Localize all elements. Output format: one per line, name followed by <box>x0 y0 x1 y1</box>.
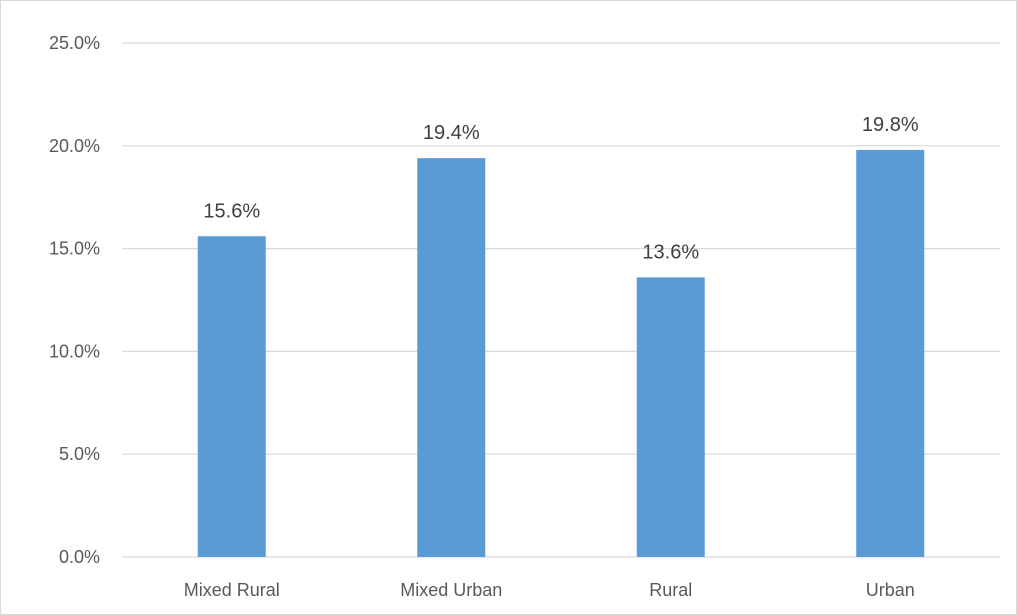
y-tick-label: 5.0% <box>59 444 100 464</box>
y-tick-label: 0.0% <box>59 547 100 567</box>
bar <box>856 149 925 558</box>
data-labels: 15.6% 19.4% 13.6% 19.8% <box>203 114 918 263</box>
y-axis-tick-labels: 0.0% 5.0% 10.0% 15.0% 20.0% 25.0% <box>49 33 100 567</box>
x-tick-label: Rural <box>649 580 692 600</box>
data-label: 19.4% <box>423 122 480 144</box>
x-tick-label: Mixed Urban <box>400 580 502 600</box>
bar <box>636 277 705 557</box>
y-tick-label: 20.0% <box>49 136 100 156</box>
data-label: 15.6% <box>203 200 260 222</box>
y-tick-label: 10.0% <box>49 341 100 361</box>
y-tick-label: 25.0% <box>49 33 100 53</box>
bar <box>197 236 266 557</box>
data-label: 19.8% <box>862 114 919 136</box>
bars <box>197 149 925 558</box>
x-tick-label: Mixed Rural <box>184 580 280 600</box>
x-tick-label: Urban <box>866 580 915 600</box>
data-label: 13.6% <box>642 241 699 263</box>
bar <box>417 158 486 558</box>
y-tick-label: 15.0% <box>49 239 100 259</box>
gridlines <box>122 42 1000 558</box>
x-axis-category-labels: Mixed Rural Mixed Urban Rural Urban <box>184 580 915 600</box>
